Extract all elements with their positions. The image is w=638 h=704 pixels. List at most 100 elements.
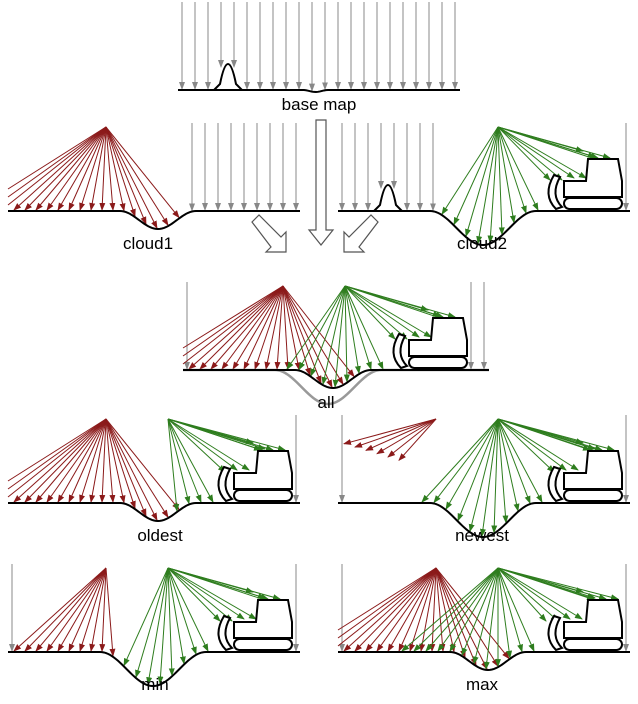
track [409, 357, 467, 368]
ray-green [442, 127, 498, 214]
ray-red [222, 286, 283, 369]
ray-red [69, 568, 106, 651]
ray-red [8, 127, 106, 197]
ray-green [345, 286, 431, 337]
ray-green [345, 286, 419, 337]
ray-red [344, 568, 436, 651]
ray-red [14, 568, 106, 651]
bulldozer [218, 600, 292, 650]
ray-red [436, 568, 454, 651]
body [409, 318, 467, 356]
ray-red [106, 568, 113, 656]
bulldozer [548, 600, 622, 650]
ray-red [47, 568, 106, 651]
ray-red [36, 419, 106, 502]
ray-green [454, 127, 498, 224]
ray-red [36, 127, 106, 210]
ray-red [106, 419, 124, 502]
bulldozer [393, 318, 467, 368]
ray-red [338, 568, 436, 638]
ray-green [422, 419, 498, 502]
object [374, 185, 402, 211]
ray-red [14, 127, 106, 210]
ray-red [283, 286, 321, 383]
panel: min [8, 564, 300, 694]
ray-red [69, 419, 106, 502]
ray-green [490, 127, 498, 243]
ray-red [200, 286, 283, 369]
ray-green [168, 568, 196, 654]
ray-red [283, 286, 332, 387]
panel: all [183, 282, 489, 412]
track [564, 639, 622, 650]
ray-red [36, 568, 106, 651]
ray-green [345, 286, 383, 369]
ray-red [106, 127, 124, 210]
ray-green [498, 127, 586, 178]
ray-red [8, 419, 106, 489]
track [564, 198, 622, 209]
ray-green [345, 286, 407, 339]
panel: cloud2 [338, 123, 630, 253]
ray-green [168, 568, 277, 604]
blade [548, 467, 562, 501]
panel: base map [178, 2, 460, 114]
body [234, 451, 292, 489]
diagram: base mapcloud1cloud2alloldestnewestminma… [0, 0, 638, 704]
ray-red [283, 286, 310, 375]
ray-red [106, 419, 157, 520]
panel-label: min [141, 675, 168, 694]
terrain [338, 652, 630, 670]
panel-label: all [317, 393, 334, 412]
blade [548, 616, 562, 650]
ray-green [160, 568, 168, 684]
ray-red [399, 568, 436, 651]
bulldozer [218, 451, 292, 501]
ray-green [446, 419, 498, 509]
ray-green [498, 419, 578, 470]
ray-red [338, 568, 436, 630]
ray-red [47, 127, 106, 210]
ray-green [124, 568, 168, 665]
ray-green [168, 568, 244, 619]
merge-arrows [252, 120, 378, 252]
panel: newest [338, 415, 630, 545]
ray-green [498, 127, 538, 210]
ray-green [168, 568, 256, 619]
ray-red [14, 419, 106, 502]
ray-red [8, 419, 106, 497]
ray-green [345, 286, 347, 382]
panel-label: newest [455, 526, 509, 545]
ray-green [458, 419, 498, 521]
panel: cloud1 [8, 123, 300, 253]
body [564, 451, 622, 489]
ray-green [168, 568, 208, 651]
ray-red [211, 286, 283, 369]
ray-green [470, 419, 498, 531]
ray-green [498, 127, 526, 213]
ray-red [233, 286, 283, 369]
ray-red [106, 419, 135, 508]
body [564, 600, 622, 638]
body [564, 159, 622, 197]
panel: oldest [8, 415, 300, 545]
ray-red [388, 419, 436, 457]
ray-green [438, 568, 498, 651]
ray-red [183, 286, 283, 364]
ray-green [345, 286, 452, 322]
blade [393, 334, 407, 368]
panel-label: cloud1 [123, 234, 173, 253]
ray-green [498, 127, 607, 163]
object [214, 64, 242, 90]
ray-green [168, 568, 232, 621]
ray-red [106, 127, 157, 228]
ray-green [498, 127, 562, 180]
ray-red [106, 419, 179, 510]
ray-red [8, 419, 106, 481]
ray-green [498, 127, 574, 178]
ray-green [168, 419, 249, 470]
track [234, 639, 292, 650]
ray-red [106, 127, 146, 224]
ray-red [106, 419, 146, 516]
ray-green [168, 568, 172, 675]
